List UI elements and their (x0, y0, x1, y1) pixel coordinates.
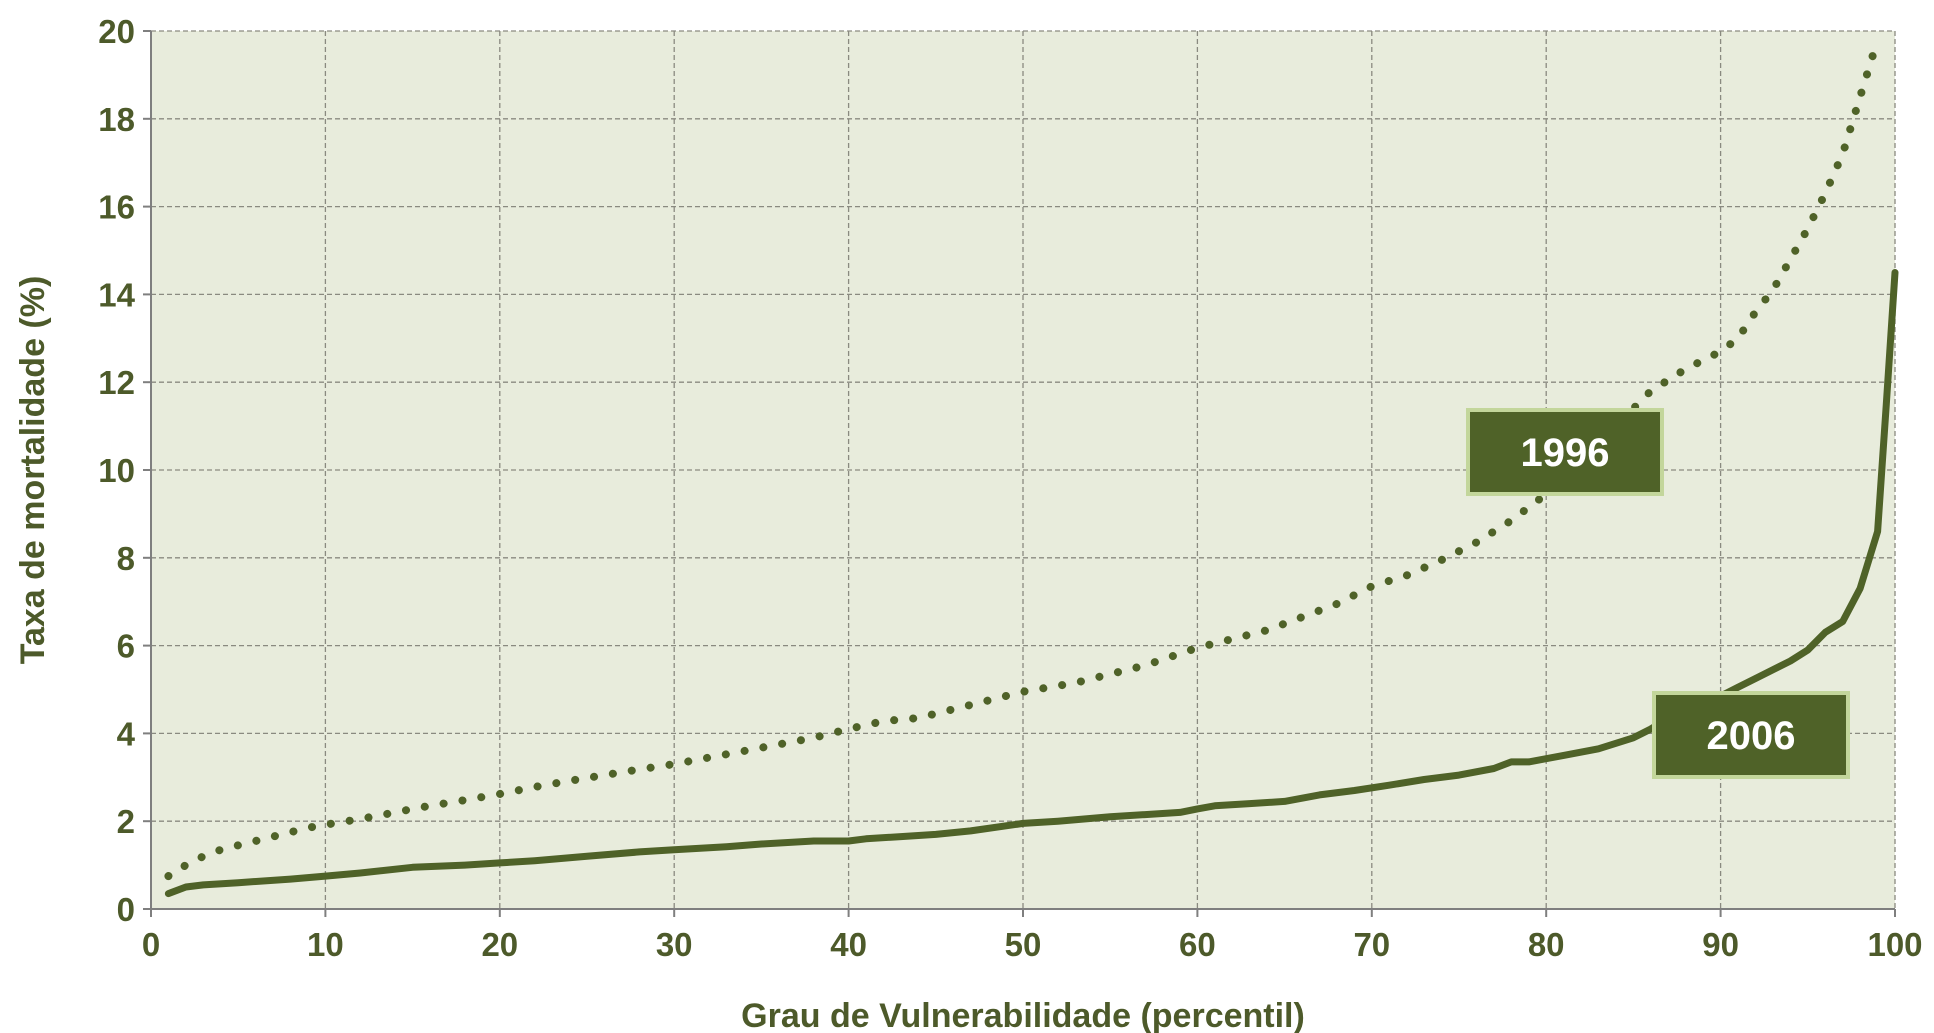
y-tick-label: 8 (117, 540, 135, 577)
x-tick-label: 80 (1528, 926, 1565, 963)
series-label-box-2006 (1652, 691, 1850, 779)
series-labels: 1996 2006 (1466, 408, 1850, 779)
x-tick-label: 40 (830, 926, 867, 963)
y-tick-label: 4 (117, 715, 136, 752)
series-label-box-1996 (1466, 408, 1664, 496)
series-label-1996: 1996 (1521, 431, 1610, 475)
series-line-2006 (164, 269, 1899, 898)
x-tick-label: 60 (1179, 926, 1216, 963)
axes (143, 30, 1896, 917)
x-tick-label: 0 (142, 926, 160, 963)
y-tick-label: 6 (117, 628, 135, 665)
x-tick-label: 20 (481, 926, 518, 963)
y-tick-label: 10 (98, 452, 135, 489)
x-axis-title: Grau de Vulnerabilidade (percentil) (741, 997, 1305, 1033)
y-tick-label: 16 (98, 189, 135, 226)
series-line-1996 (164, 35, 1882, 881)
x-tick-label: 50 (1005, 926, 1042, 963)
y-axis-title: Taxa de mortalidade (%) (14, 276, 52, 665)
grid-lines (150, 30, 1896, 910)
series-label-2006: 2006 (1707, 714, 1796, 758)
x-tick-label: 30 (656, 926, 693, 963)
x-tick-label: 70 (1353, 926, 1390, 963)
series-layer (164, 35, 1899, 898)
y-tick-label: 20 (98, 13, 135, 50)
y-tick-label: 18 (98, 101, 135, 138)
x-tick-label: 100 (1867, 926, 1922, 963)
y-tick-label: 2 (117, 803, 135, 840)
x-tick-label: 10 (307, 926, 344, 963)
y-tick-label: 12 (98, 364, 135, 401)
y-tick-label: 14 (98, 276, 135, 313)
x-tick-label: 90 (1702, 926, 1739, 963)
tick-labels: 0 2 4 6 8 10 12 14 16 18 20 0 10 20 30 40 50 60 70 80 90 100 (98, 13, 1922, 963)
y-tick-label: 0 (117, 891, 135, 928)
